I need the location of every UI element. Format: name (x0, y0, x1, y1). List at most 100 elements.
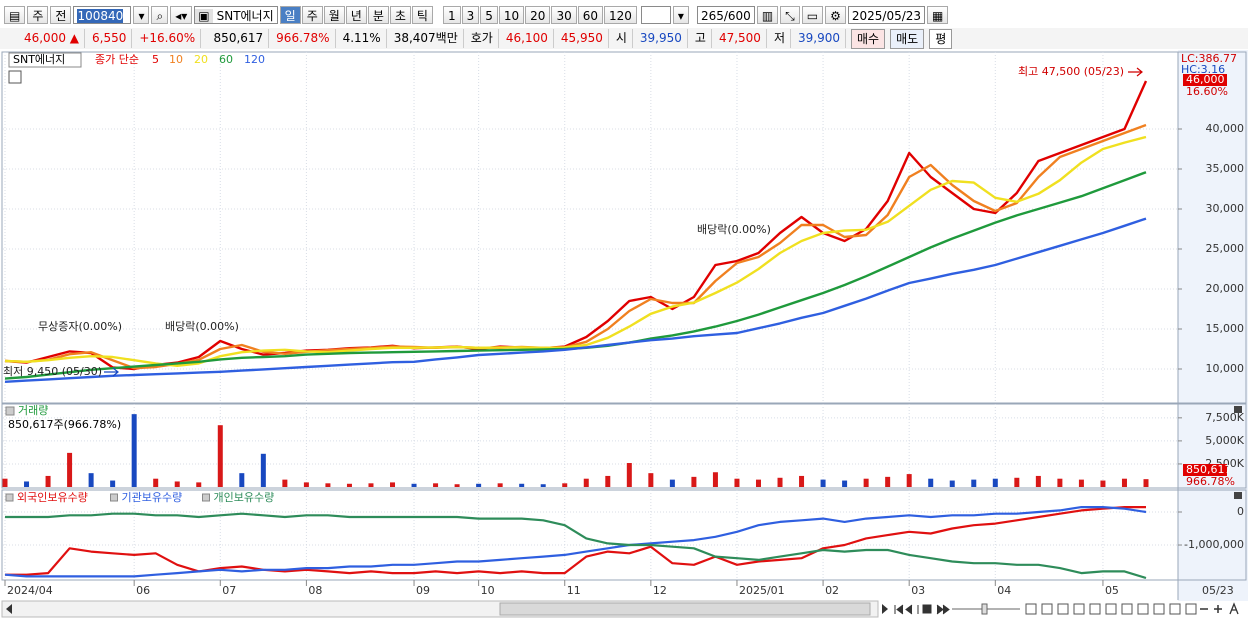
volume-bar (260, 453, 266, 487)
toolbar-button[interactable]: 일 (279, 6, 301, 24)
volume-bar (906, 474, 912, 487)
menu-button[interactable]: ▤ (4, 6, 26, 24)
y-tick-label: 10,000 (1206, 362, 1245, 375)
market-select[interactable]: 주 (27, 6, 49, 24)
toolbar-button[interactable]: 60 (577, 6, 604, 24)
scope-select[interactable]: 전 (50, 6, 72, 24)
volume-bar (346, 483, 352, 487)
volume-bar (605, 475, 611, 487)
annotation: 배당락(0.00%) (697, 223, 771, 236)
annotation: 무상증자(0.00%) (38, 320, 122, 333)
toolbar-button[interactable]: 3 (461, 6, 480, 24)
volume: 850,617 (203, 29, 270, 48)
toolbar-button[interactable]: 틱 (411, 6, 433, 24)
volume-bar (971, 479, 977, 487)
calendar-button[interactable]: ▦ (927, 6, 949, 24)
draw-button[interactable]: ⤡ (780, 6, 800, 24)
volume-bar (626, 463, 632, 487)
toolbar-button[interactable]: 10 (498, 6, 525, 24)
volume-bar (497, 483, 503, 487)
nav-button (922, 604, 932, 614)
volume-bar (196, 482, 202, 487)
toolbar-button[interactable]: 주 (301, 6, 323, 24)
dropdown-button[interactable]: ▾ (133, 6, 150, 24)
dropdown-button[interactable]: ▾ (672, 6, 689, 24)
volume-bar (777, 477, 783, 487)
volume-bar (2, 478, 8, 487)
settings-button[interactable]: ⚙ (825, 6, 846, 24)
legend-item: 120 (244, 53, 265, 66)
count-max: /600 (723, 9, 751, 23)
y-tick-label: -1,000,000 (1184, 538, 1244, 551)
toolbar-button[interactable]: 분 (367, 6, 389, 24)
y-tick-label: 15,000 (1206, 322, 1245, 335)
stock-name[interactable]: ▣ SNT에너지 (194, 6, 278, 24)
axis-column (1178, 50, 1248, 601)
toolbar-button[interactable]: 30 (551, 6, 577, 24)
nav-button (936, 604, 950, 615)
sell-button[interactable]: 매도 (890, 28, 925, 49)
volume-bar (282, 479, 288, 487)
buy-button[interactable]: 매수 (851, 28, 886, 49)
volume-bar (45, 475, 51, 487)
legend-swatch (5, 493, 14, 502)
panel-close (1234, 406, 1242, 413)
volume-bar (734, 478, 740, 487)
toolbar-button[interactable]: 년 (345, 6, 367, 24)
low-label: 저 (769, 29, 791, 48)
search-button[interactable]: ⌕ (151, 6, 169, 24)
toolbar-button[interactable]: 1 (442, 6, 461, 24)
high: 47,500 (714, 29, 767, 48)
tool-icon (1121, 603, 1133, 615)
tool-icon (1105, 603, 1117, 615)
volume-bar (799, 475, 805, 487)
volume-bar (583, 478, 589, 487)
nav-button (894, 604, 904, 615)
volume-bar (24, 481, 30, 487)
open: 39,950 (635, 29, 688, 48)
y-tick-label: 0 (1237, 505, 1244, 518)
current-volume-box (1183, 464, 1227, 476)
current-volume-label: 850,617 (1186, 463, 1232, 476)
volume-bar (842, 480, 848, 487)
save-button[interactable]: ▭ (801, 6, 824, 24)
x-tick-label: 05 (1105, 584, 1119, 597)
interval-input[interactable] (640, 6, 671, 24)
volume-bar (303, 482, 309, 487)
date-input[interactable]: 2025/05/23 (847, 6, 926, 24)
chart-type-button[interactable]: ▥ (756, 6, 779, 24)
toolbar-button[interactable]: 월 (323, 6, 345, 24)
change-rate: +16.60% (134, 29, 202, 48)
panel-frame (1, 51, 1247, 404)
average-button[interactable]: 평 (929, 28, 953, 49)
legend-item: 개인보유수량 (214, 491, 275, 504)
legend-item: 10 (169, 53, 183, 66)
interval-group: 1 3 5 10 20 30 60 120 (442, 6, 637, 24)
annotation: 최고 47,500 (05/23) (1018, 65, 1124, 78)
annotation-arrow (1128, 67, 1143, 77)
volume-bar (1057, 478, 1063, 487)
toolbar-button[interactable]: 5 (480, 6, 498, 24)
count-text: 265 (700, 9, 724, 23)
volume-bar (325, 483, 331, 487)
volume-bar (540, 484, 546, 487)
volume-bar (519, 483, 525, 487)
zoom-handle (981, 603, 988, 615)
annotation-arrow (104, 367, 119, 377)
y-tick-label: 25,000 (1206, 242, 1245, 255)
turnover: 4.11% (338, 29, 387, 48)
x-tick-label: 12 (653, 584, 667, 597)
toolbar-button[interactable]: 120 (604, 6, 637, 24)
lc-label: LC:386.77 (1181, 52, 1237, 65)
series-line (5, 506, 1146, 576)
code-input[interactable]: 100840 (73, 6, 132, 24)
volume-bar (820, 479, 826, 487)
stock-name-text: SNT에너지 (216, 9, 274, 23)
volume-info: 850,617주(966.78%) (8, 418, 121, 431)
toolbar-button[interactable]: 초 (389, 6, 411, 24)
sound-button[interactable]: ◂▾ (170, 6, 193, 24)
volume-bar (863, 478, 869, 487)
bid: 45,950 (556, 29, 609, 48)
toolbar-button[interactable]: 20 (525, 6, 551, 24)
count-input[interactable]: 265/600 (696, 6, 755, 24)
